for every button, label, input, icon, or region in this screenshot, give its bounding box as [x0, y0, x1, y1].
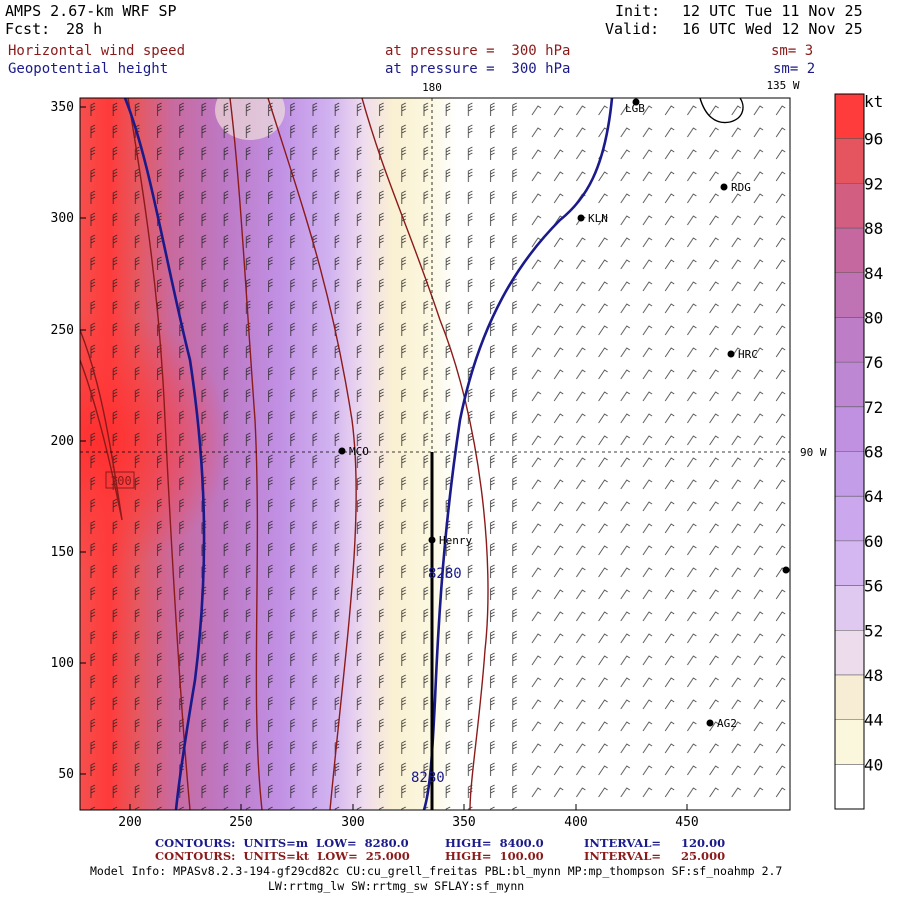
station-marker-henry — [428, 536, 436, 544]
colorbar-level-label: 68 — [864, 443, 883, 462]
x-tick: 200 — [118, 815, 141, 830]
x-tick: 400 — [564, 815, 587, 830]
station-label-mco: MCO — [349, 445, 369, 458]
init-label: Init: — [615, 2, 661, 20]
field-2-smooth: sm= 2 — [773, 61, 816, 77]
field-1-level: at pressure = 300 hPa — [385, 43, 571, 59]
station-label-ag2: AG2 — [717, 717, 737, 730]
colorbar-segment — [835, 362, 864, 408]
model-title: AMPS 2.67-km WRF SP — [5, 2, 177, 20]
y-tick: 200 — [51, 434, 74, 449]
footer-height-interval: INTERVAL= 120.00 — [584, 836, 726, 850]
footer-speed-interval: INTERVAL= 25.000 — [584, 849, 726, 863]
colorbar-level-label: 72 — [864, 398, 883, 417]
station-label-henry: Henry — [439, 534, 472, 547]
y-tick: 350 — [51, 100, 74, 115]
x-tick: 300 — [341, 815, 364, 830]
station-marker-edge — [782, 566, 790, 574]
colorbar-level-label: 76 — [864, 353, 883, 372]
station-label-lgb: LGB — [625, 102, 645, 115]
station-marker-mco — [338, 447, 346, 455]
colorbar-level-label: 84 — [864, 264, 883, 283]
field-2-name: Geopotential height — [8, 61, 169, 77]
footer-height-high: HIGH= 8400.0 — [445, 836, 544, 850]
footer-contours-speed: CONTOURS: UNITS=kt LOW= 25.000 — [155, 849, 410, 863]
colorbar-level-label: 92 — [864, 174, 883, 193]
colorbar-level-label: 48 — [864, 666, 883, 685]
station-marker-lgb — [632, 98, 640, 106]
colorbar-level-label: 56 — [864, 577, 883, 596]
colorbar — [835, 94, 864, 810]
colorbar-segment — [835, 540, 864, 587]
station-marker-kln — [577, 214, 585, 222]
init-time: 12 UTC Tue 11 Nov 25 — [682, 2, 863, 20]
y-tick: 150 — [51, 545, 74, 560]
colorbar-segment — [835, 630, 864, 676]
colorbar-segment — [835, 451, 864, 497]
map-figure: 200 250 300 350 400 450 350 300 250 200 … — [51, 79, 884, 830]
forecast-label: Fcst: — [5, 20, 51, 38]
station-marker-hrc — [727, 350, 735, 358]
model-info-line2: LW:rrtmg_lw SW:rrtmg_sw SFLAY:sf_mynn — [268, 879, 525, 893]
colorbar-segment — [835, 496, 864, 542]
y-tick: 100 — [51, 656, 74, 671]
colorbar-level-label: 64 — [864, 487, 883, 506]
colorbar-unit: kt — [864, 92, 883, 111]
meridian-135w-label: 135 W — [766, 79, 799, 92]
x-tick: 250 — [229, 815, 252, 830]
y-tick: 50 — [58, 767, 74, 782]
y-tick: 250 — [51, 323, 74, 338]
colorbar-segment — [835, 138, 864, 184]
colorbar-segment — [835, 183, 864, 229]
colorbar-level-label: 52 — [864, 621, 883, 640]
colorbar-segment — [835, 94, 864, 140]
field-1-name: Horizontal wind speed — [8, 43, 186, 59]
y-tick: 300 — [51, 211, 74, 226]
colorbar-level-label: 40 — [864, 755, 883, 774]
colorbar-level-label: 80 — [864, 308, 883, 327]
colorbar-segment — [835, 674, 864, 721]
model-info: Model Info: MPASv8.2.3-194-gf29cd82c CU:… — [90, 864, 783, 878]
station-label-kln: KLN — [588, 212, 608, 225]
field-1-smooth: sm= 3 — [771, 43, 814, 59]
colorbar-level-label: 60 — [864, 532, 883, 551]
colorbar-segment — [835, 228, 864, 274]
colorbar-segment — [835, 317, 864, 363]
station-marker-ag2 — [706, 719, 714, 727]
footer-speed-high: HIGH= 100.00 — [445, 849, 544, 863]
colorbar-segment — [835, 585, 864, 631]
colorbar-segment — [835, 272, 864, 318]
contour-label-100: 100 — [110, 474, 132, 488]
contour-label-8280: 8280 — [411, 770, 445, 786]
contour-label-8280: 8280 — [428, 566, 462, 582]
valid-label: Valid: — [605, 20, 660, 38]
footer-contours-height: CONTOURS: UNITS=m LOW= 8280.0 — [155, 836, 409, 850]
field-2-level: at pressure = 300 hPa — [385, 61, 571, 77]
station-label-hrc: HRC — [738, 348, 758, 361]
meridian-180-label: 180 — [422, 81, 442, 94]
x-tick: 450 — [675, 815, 698, 830]
station-label-rdg: RDG — [731, 181, 751, 194]
colorbar-segment — [835, 719, 864, 765]
x-tick: 350 — [452, 815, 475, 830]
colorbar-level-label: 88 — [864, 219, 883, 238]
station-marker-rdg — [720, 183, 728, 191]
colorbar-level-label: 96 — [864, 130, 883, 149]
forecast-hours: 28 h — [66, 20, 103, 38]
colorbar-segment — [835, 764, 864, 810]
valid-time: 16 UTC Wed 12 Nov 25 — [682, 20, 863, 38]
colorbar-level-label: 44 — [864, 711, 883, 730]
meridian-90w-label: 90 W — [800, 446, 827, 459]
colorbar-segment — [835, 406, 864, 452]
